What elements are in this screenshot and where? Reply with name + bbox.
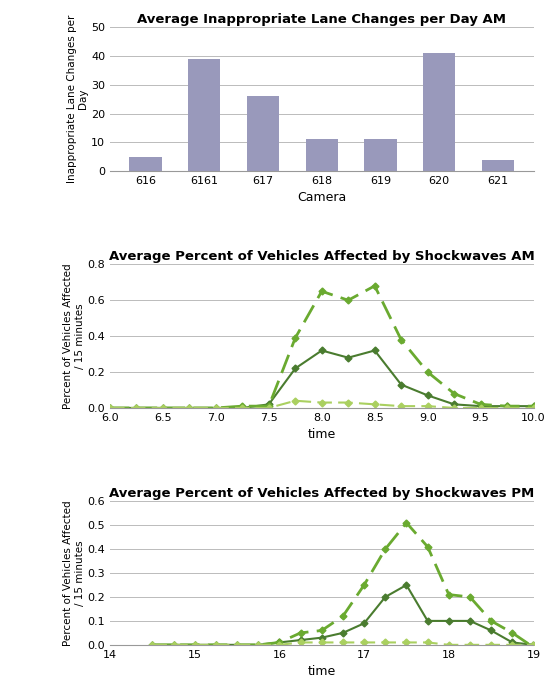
Bar xyxy=(364,139,397,171)
Y-axis label: Inappropriate Lane Changes per
Day: Inappropriate Lane Changes per Day xyxy=(67,15,88,183)
X-axis label: Camera: Camera xyxy=(297,191,346,204)
Bar xyxy=(188,59,221,171)
Bar xyxy=(306,139,338,171)
Title: Average Percent of Vehicles Affected by Shockwaves PM: Average Percent of Vehicles Affected by … xyxy=(109,487,535,500)
Bar xyxy=(482,160,514,171)
Y-axis label: Percent of Vehicles Affected
/ 15 minutes: Percent of Vehicles Affected / 15 minute… xyxy=(63,263,85,409)
Bar xyxy=(423,54,455,171)
Bar xyxy=(247,96,279,171)
X-axis label: time: time xyxy=(307,428,336,441)
Bar xyxy=(129,156,162,171)
Title: Average Inappropriate Lane Changes per Day AM: Average Inappropriate Lane Changes per D… xyxy=(138,13,506,26)
X-axis label: time: time xyxy=(307,665,336,678)
Title: Average Percent of Vehicles Affected by Shockwaves AM: Average Percent of Vehicles Affected by … xyxy=(109,250,535,263)
Y-axis label: Percent of Vehicles Affected
/ 15 minutes: Percent of Vehicles Affected / 15 minute… xyxy=(63,500,85,646)
